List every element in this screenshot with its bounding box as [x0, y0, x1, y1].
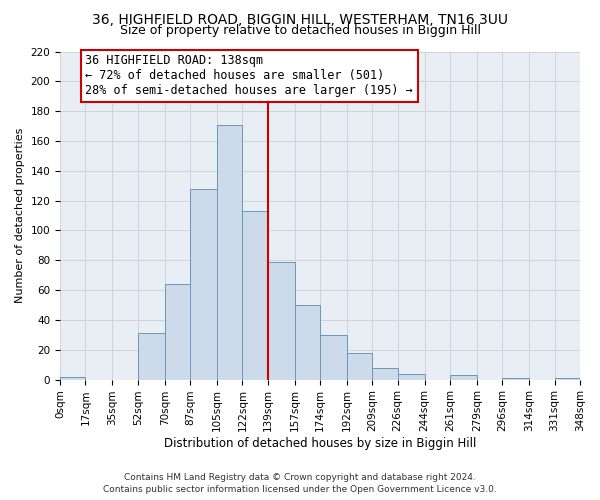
Text: Size of property relative to detached houses in Biggin Hill: Size of property relative to detached ho…: [119, 24, 481, 37]
Bar: [190, 188, 217, 380]
Text: Contains HM Land Registry data © Crown copyright and database right 2024.
Contai: Contains HM Land Registry data © Crown c…: [103, 472, 497, 494]
Y-axis label: Number of detached properties: Number of detached properties: [15, 128, 25, 303]
Bar: [502, 378, 529, 380]
Bar: [138, 334, 164, 380]
Bar: [295, 305, 320, 380]
Bar: [373, 368, 398, 380]
Text: 36 HIGHFIELD ROAD: 138sqm
← 72% of detached houses are smaller (501)
28% of semi: 36 HIGHFIELD ROAD: 138sqm ← 72% of detac…: [85, 54, 413, 98]
X-axis label: Distribution of detached houses by size in Biggin Hill: Distribution of detached houses by size …: [164, 437, 476, 450]
Bar: [242, 211, 268, 380]
Bar: [268, 262, 295, 380]
Bar: [398, 374, 425, 380]
Bar: [450, 375, 477, 380]
Bar: [60, 376, 85, 380]
Bar: [554, 378, 580, 380]
Bar: [164, 284, 190, 380]
Bar: [347, 353, 373, 380]
Text: 36, HIGHFIELD ROAD, BIGGIN HILL, WESTERHAM, TN16 3UU: 36, HIGHFIELD ROAD, BIGGIN HILL, WESTERH…: [92, 12, 508, 26]
Bar: [320, 335, 347, 380]
Bar: [217, 124, 242, 380]
